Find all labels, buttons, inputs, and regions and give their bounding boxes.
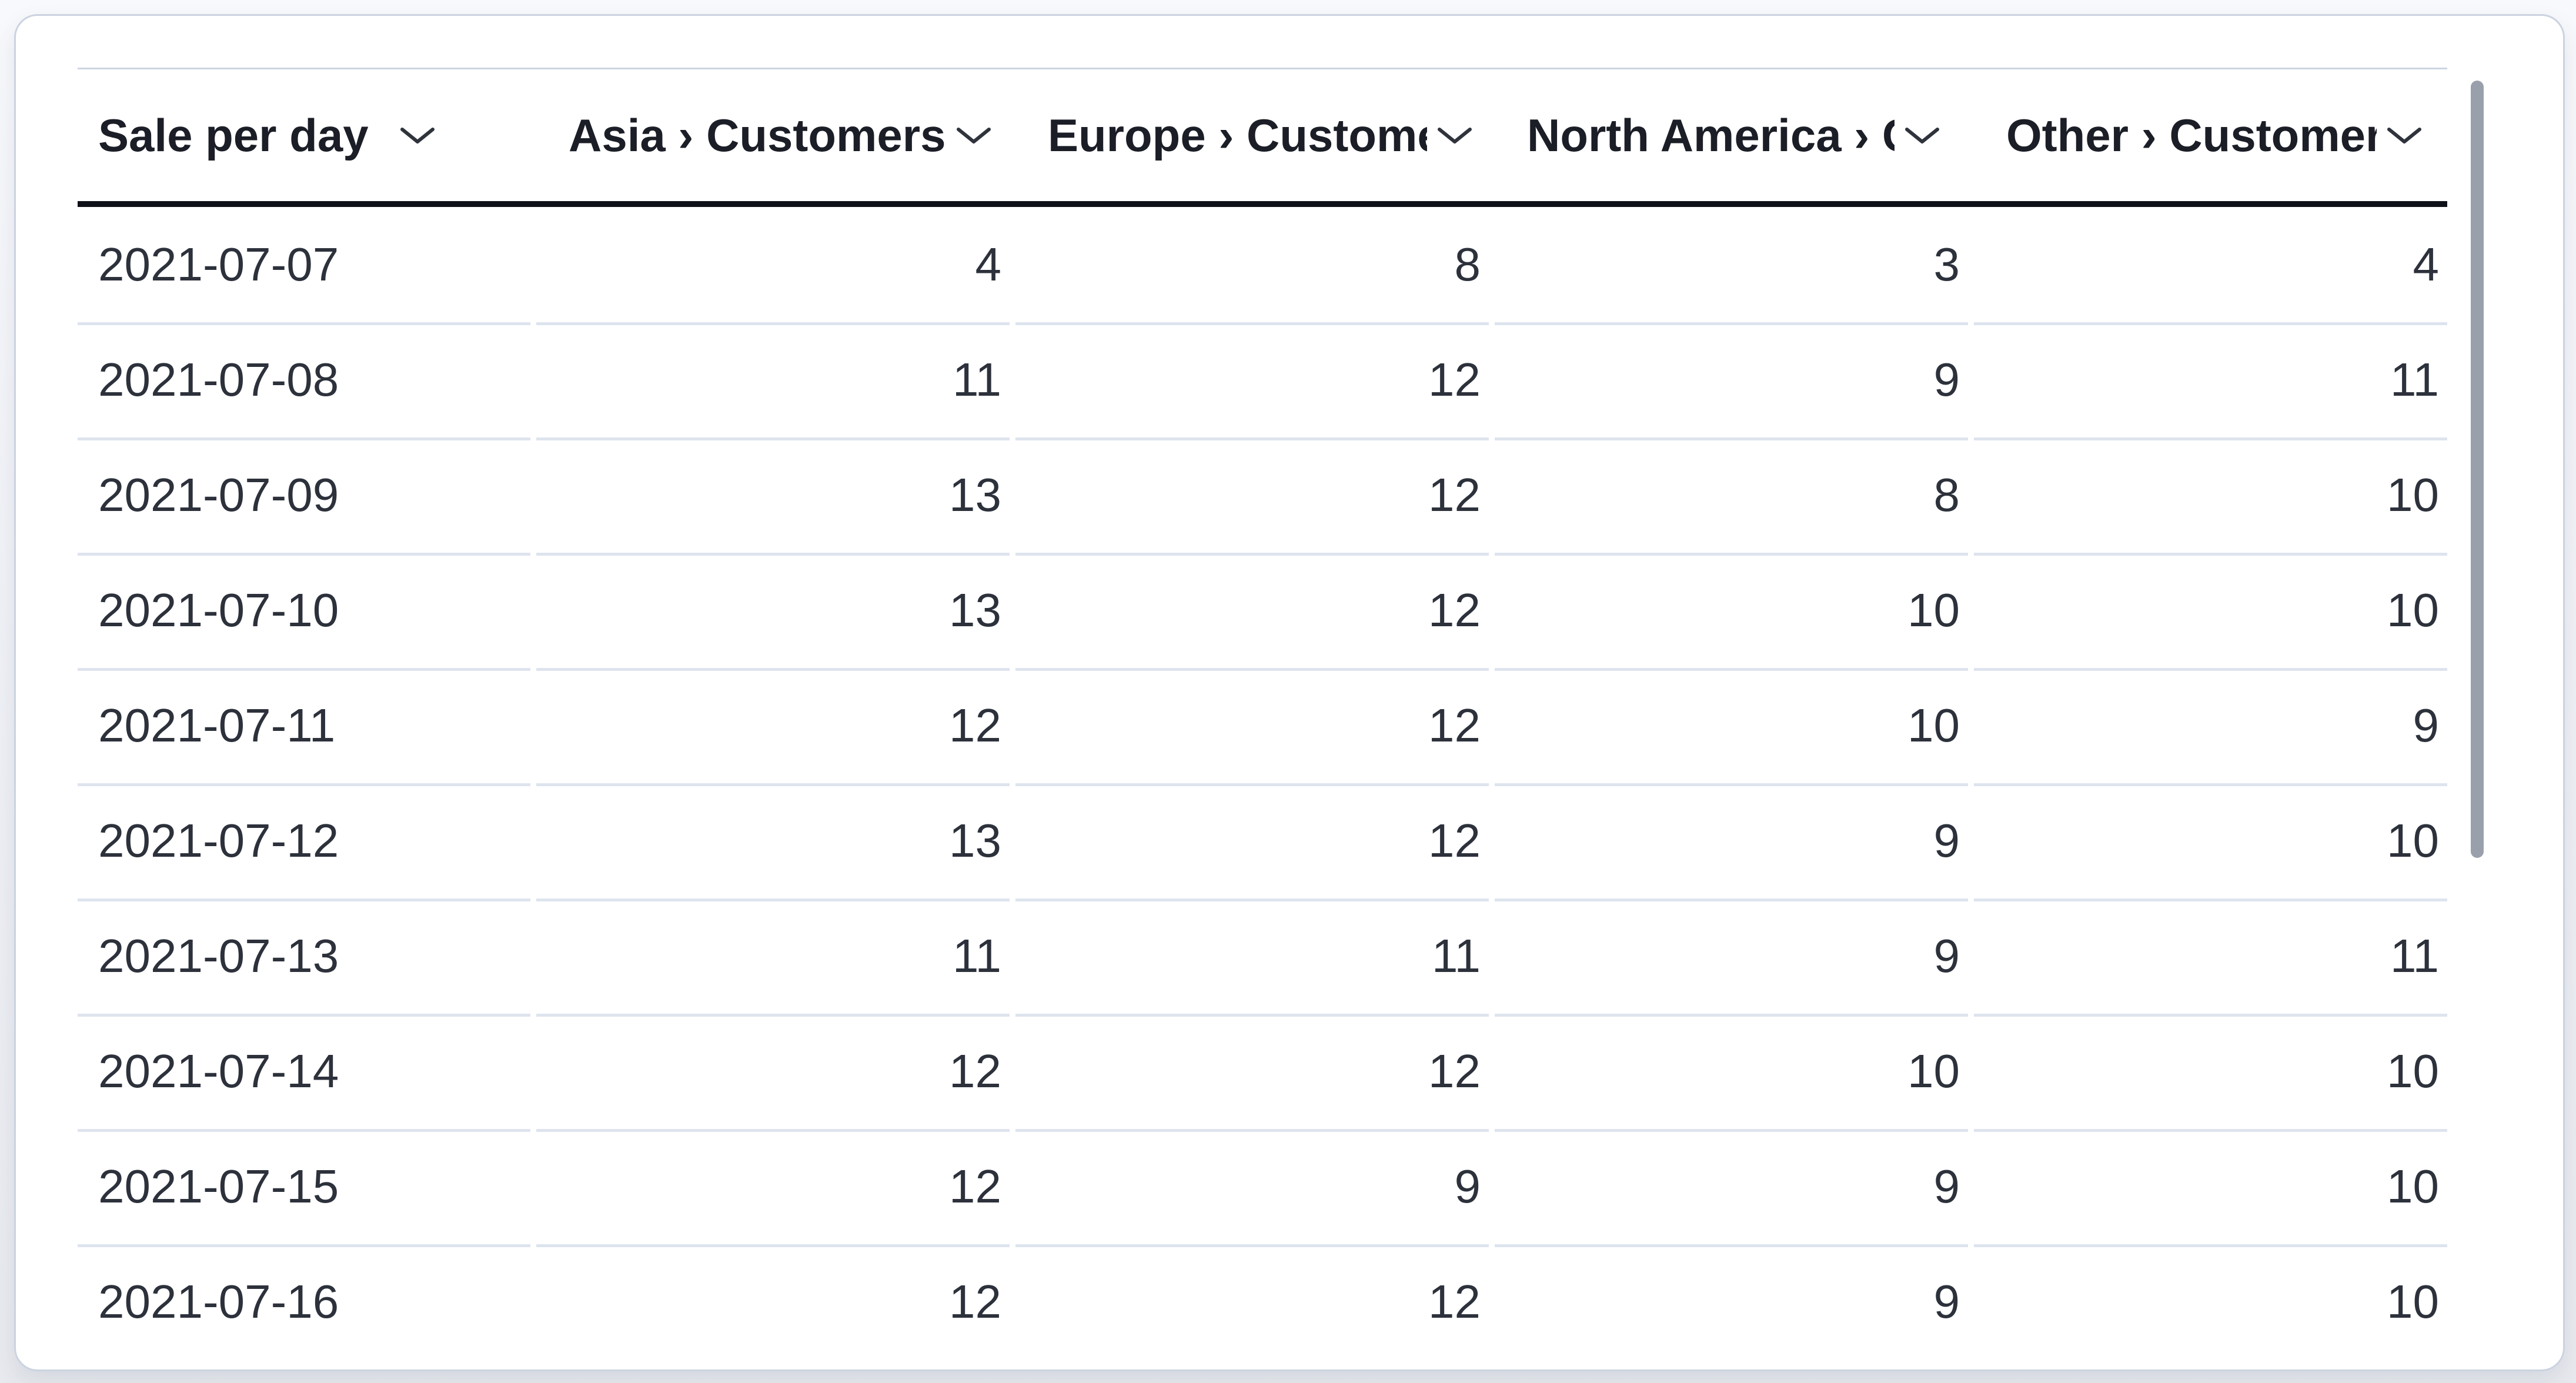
date-cell[interactable]: 2021-07-11 — [78, 668, 530, 786]
value-cell[interactable]: 10 — [1495, 553, 1968, 671]
column-header-north-america-customers[interactable]: North America › Customers — [1495, 69, 1968, 201]
value-cell[interactable]: 9 — [1495, 898, 1968, 1017]
value-cell[interactable]: 12 — [1015, 322, 1489, 440]
column-header-label: Asia › Customers — [569, 109, 946, 161]
value-cell[interactable]: 11 — [1015, 898, 1489, 1017]
column-header-label: North America › Customers — [1527, 109, 1895, 161]
value-cell[interactable]: 8 — [1015, 207, 1489, 325]
value-cell[interactable]: 10 — [1974, 437, 2447, 556]
value-cell[interactable]: 12 — [1015, 1014, 1489, 1132]
value-cell[interactable]: 10 — [1495, 668, 1968, 786]
value-cell[interactable]: 4 — [536, 207, 1010, 325]
table-row: 2021-07-14 12 12 10 10 — [78, 1014, 2447, 1132]
value-cell[interactable]: 9 — [1015, 1129, 1489, 1247]
value-cell[interactable]: 13 — [536, 437, 1010, 556]
column-header-sale-per-day[interactable]: Sale per day — [78, 69, 530, 201]
chevron-down-icon[interactable] — [955, 125, 992, 146]
table-card: Sale per day Asia › Customers Europe › C… — [14, 14, 2565, 1371]
date-cell[interactable]: 2021-07-15 — [78, 1129, 530, 1247]
table-row: 2021-07-08 11 12 9 11 — [78, 322, 2447, 440]
value-cell[interactable]: 11 — [1974, 322, 2447, 440]
table-row: 2021-07-11 12 12 10 9 — [78, 668, 2447, 786]
value-cell[interactable]: 12 — [536, 1014, 1010, 1132]
table-row: 2021-07-12 13 12 9 10 — [78, 783, 2447, 901]
date-cell[interactable]: 2021-07-07 — [78, 207, 530, 325]
column-header-label: Europe › Customers — [1048, 109, 1427, 161]
date-cell[interactable]: 2021-07-12 — [78, 783, 530, 901]
value-cell[interactable]: 12 — [536, 1129, 1010, 1247]
value-cell[interactable]: 10 — [2387, 1275, 2439, 1328]
value-cell[interactable]: 13 — [536, 553, 1010, 671]
value-cell[interactable]: 12 — [1428, 1275, 1481, 1328]
value-cell[interactable]: 12 — [1015, 668, 1489, 786]
value-cell[interactable]: 10 — [1974, 1014, 2447, 1132]
value-cell[interactable]: 10 — [1974, 553, 2447, 671]
table-row: 2021-07-13 11 11 9 11 — [78, 898, 2447, 1017]
chevron-down-icon[interactable] — [2386, 125, 2423, 146]
column-header-label: Other › Customers — [2006, 109, 2377, 161]
table-row: 2021-07-15 12 9 9 10 — [78, 1129, 2447, 1247]
value-cell[interactable]: 9 — [1495, 1129, 1968, 1247]
value-cell[interactable]: 10 — [1495, 1014, 1968, 1132]
date-cell[interactable]: 2021-07-08 — [78, 322, 530, 440]
value-cell[interactable]: 12 — [1015, 783, 1489, 901]
table-row: 2021-07-10 13 12 10 10 — [78, 553, 2447, 671]
value-cell[interactable]: 4 — [1974, 207, 2447, 325]
value-cell[interactable]: 9 — [1495, 322, 1968, 440]
date-cell[interactable]: 2021-07-13 — [78, 898, 530, 1017]
table-row: 2021-07-09 13 12 8 10 — [78, 437, 2447, 556]
column-header-asia-customers[interactable]: Asia › Customers — [536, 69, 1010, 201]
value-cell[interactable]: 10 — [1974, 783, 2447, 901]
column-header-europe-customers[interactable]: Europe › Customers — [1015, 69, 1489, 201]
vertical-scrollbar-thumb[interactable] — [2471, 81, 2484, 858]
date-cell[interactable]: 2021-07-16 — [98, 1275, 339, 1328]
value-cell[interactable]: 10 — [1974, 1129, 2447, 1247]
value-cell[interactable]: 12 — [949, 1275, 1001, 1328]
value-cell[interactable]: 12 — [536, 668, 1010, 786]
table-row: 2021-07-07 4 8 3 4 — [78, 207, 2447, 325]
value-cell[interactable]: 9 — [1933, 1275, 1960, 1328]
sale-per-day-table: Sale per day Asia › Customers Europe › C… — [78, 68, 2447, 1359]
chevron-down-icon[interactable] — [399, 125, 436, 146]
column-header-other-customers[interactable]: Other › Customers — [1974, 69, 2447, 201]
table-row: 2021-07-16 12 12 9 10 — [78, 1244, 2447, 1359]
value-cell[interactable]: 9 — [1495, 783, 1968, 901]
date-cell[interactable]: 2021-07-14 — [78, 1014, 530, 1132]
date-cell[interactable]: 2021-07-10 — [78, 553, 530, 671]
date-cell[interactable]: 2021-07-09 — [78, 437, 530, 556]
chevron-down-icon[interactable] — [1436, 125, 1473, 146]
column-header-label: Sale per day — [98, 109, 369, 161]
value-cell[interactable]: 13 — [536, 783, 1010, 901]
value-cell[interactable]: 11 — [536, 898, 1010, 1017]
value-cell[interactable]: 12 — [1015, 437, 1489, 556]
value-cell[interactable]: 8 — [1495, 437, 1968, 556]
value-cell[interactable]: 9 — [1974, 668, 2447, 786]
chevron-down-icon[interactable] — [1904, 125, 1940, 146]
value-cell[interactable]: 11 — [1974, 898, 2447, 1017]
value-cell[interactable]: 12 — [1015, 553, 1489, 671]
value-cell[interactable]: 11 — [536, 322, 1010, 440]
table-header-row: Sale per day Asia › Customers Europe › C… — [78, 68, 2447, 207]
value-cell[interactable]: 3 — [1495, 207, 1968, 325]
